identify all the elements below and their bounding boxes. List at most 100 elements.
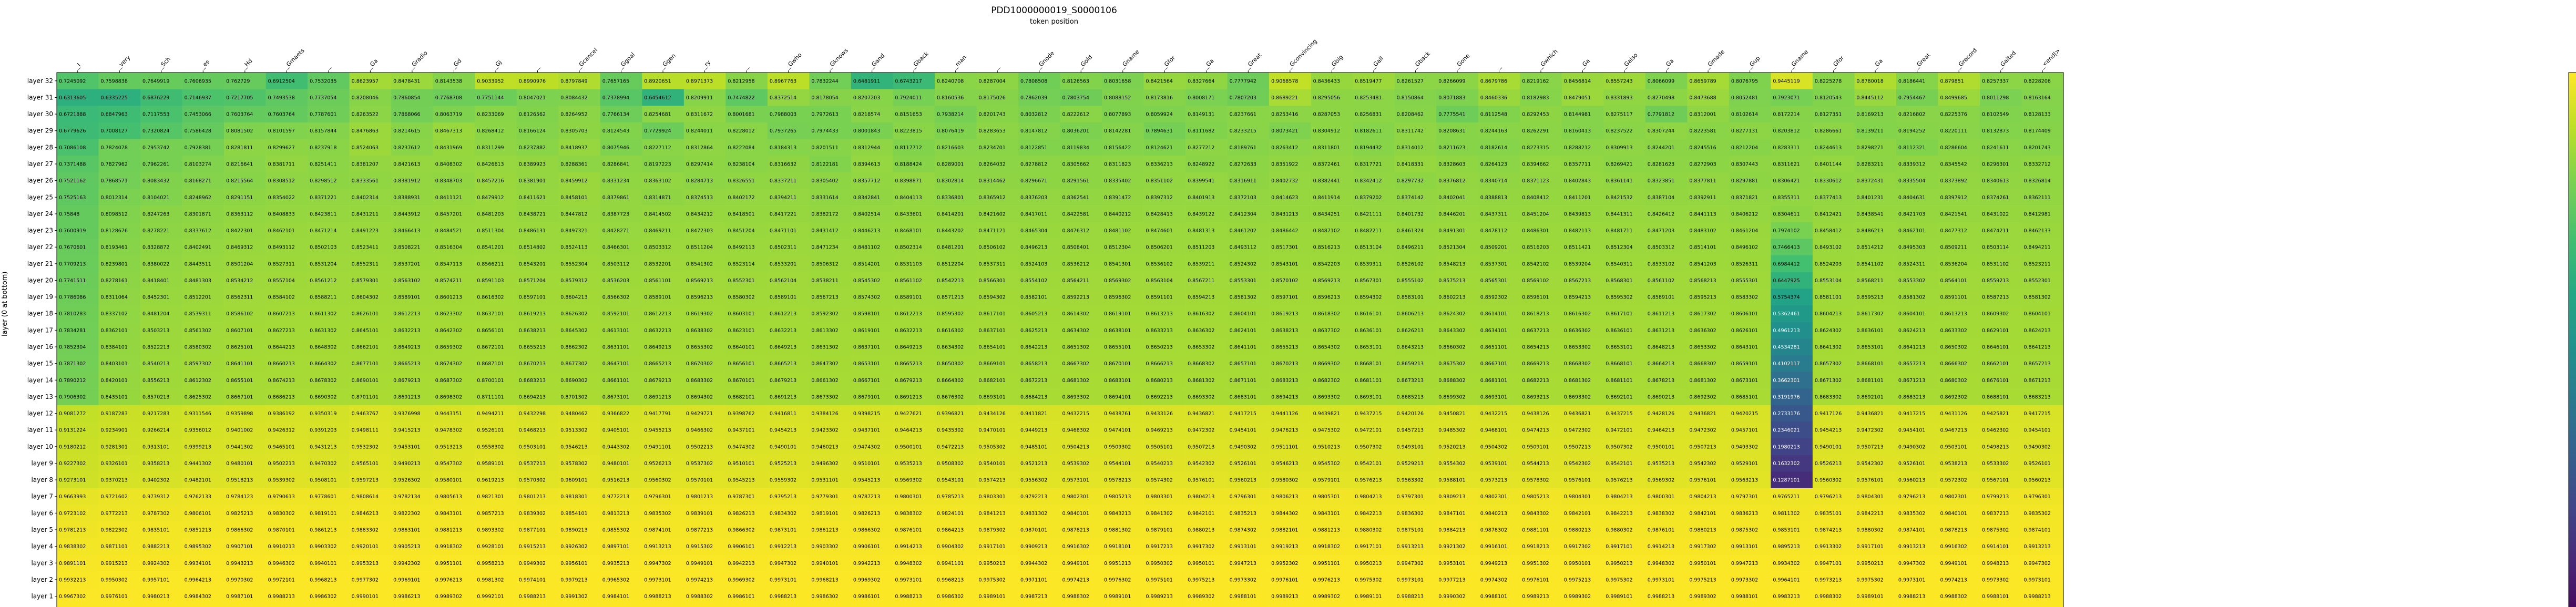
heatmap-cell — [57, 305, 99, 322]
heatmap-cell — [893, 89, 935, 106]
heatmap-cell — [725, 156, 768, 173]
heatmap-cell — [642, 322, 684, 339]
heatmap-cell-value: 0.9870101 — [1020, 528, 1047, 533]
heatmap-cell-value: 0.9988213 — [644, 594, 671, 600]
heatmap-cell-value: 0.9950213 — [1355, 561, 1382, 567]
heatmap-cell-value: 0.7532035 — [310, 78, 336, 84]
heatmap-cell-value: 0.8553301 — [1230, 278, 1256, 284]
heatmap-cell-value: 0.8495303 — [1898, 245, 1925, 251]
heatmap-cell-value: 0.9836213 — [1731, 511, 1758, 517]
heatmap-cell-value: 0.8509211 — [1940, 245, 1967, 251]
heatmap-cell-value: 0.9895213 — [1773, 544, 1800, 550]
heatmap-cell-value: 0.9913213 — [1397, 544, 1424, 550]
heatmap-cell — [1729, 73, 1771, 89]
heatmap-cell — [976, 139, 1019, 156]
heatmap-cell-value: 0.8182614 — [1480, 145, 1507, 151]
heatmap-cell-value: 0.8591101 — [1940, 295, 1967, 301]
heatmap-cell-value: 0.9973213 — [1815, 577, 1842, 583]
heatmap-cell-value: 0.8668101 — [1606, 361, 1632, 367]
heatmap-cell-value: 0.8371221 — [310, 195, 336, 201]
heatmap-cell — [1603, 272, 1646, 289]
x-tick-label: _Gradio — [408, 49, 429, 70]
heatmap-cell — [516, 255, 559, 272]
heatmap-cell — [98, 122, 141, 139]
heatmap-cell — [516, 222, 559, 239]
heatmap-cell-value: 0.7371488 — [59, 162, 86, 168]
heatmap-cell-value: 0.8562104 — [770, 278, 796, 284]
heatmap-cell-value: 0.8328603 — [1438, 162, 1465, 168]
heatmap-cell-value: 0.8632213 — [393, 328, 420, 334]
x-tick-label: _Gfor — [1829, 54, 1846, 70]
heatmap-cell — [976, 272, 1019, 289]
heatmap-cell-value: 0.9502213 — [268, 461, 295, 467]
heatmap-cell — [1143, 322, 1186, 339]
x-tick-label: _Gj — [492, 59, 503, 70]
heatmap-cell-value: 0.8371821 — [1731, 195, 1758, 201]
heatmap-cell-value: 0.9538213 — [1940, 461, 1967, 467]
heatmap-cell-value: 0.9861213 — [310, 528, 336, 533]
heatmap-cell-value: 0.9399213 — [185, 444, 211, 450]
heatmap-cell-value: 0.9350319 — [310, 411, 336, 417]
heatmap-cell — [1102, 305, 1144, 322]
heatmap-cell-value: 0.8679213 — [644, 378, 671, 384]
heatmap-cell — [1102, 73, 1144, 89]
heatmap-cell-value: 0.9916101 — [1480, 544, 1507, 550]
heatmap-cell-value: 0.8693302 — [1062, 394, 1089, 400]
heatmap-cell-value: 0.9964101 — [1773, 577, 1800, 583]
x-tick-label: _Gnode — [1035, 49, 1056, 70]
heatmap-cell — [1938, 604, 1980, 607]
heatmap-cell — [1478, 272, 1520, 289]
heatmap-cell — [851, 322, 893, 339]
heatmap-cell-value: 0.8331614 — [811, 195, 838, 201]
heatmap-cell — [308, 106, 350, 123]
heatmap-cell-value: 0.8668302 — [1564, 361, 1591, 367]
heatmap-cell-value: 0.7086108 — [59, 145, 86, 151]
heatmap-cell — [1603, 239, 1646, 256]
heatmap-cell — [1771, 122, 1813, 139]
heatmap-cell — [934, 289, 977, 306]
heatmap-cell — [1854, 73, 1897, 89]
heatmap-cell-value: 0.8345542 — [1940, 162, 1967, 168]
heatmap-cell — [934, 255, 977, 272]
heatmap-cell — [1520, 272, 1562, 289]
heatmap-cell-value: 0.8690101 — [352, 378, 379, 384]
heatmap-cell-value: 0.8008171 — [1188, 95, 1214, 101]
heatmap-cell-value: 0.8503312 — [644, 245, 671, 251]
heatmap-cell-value: 0.9880213 — [1564, 528, 1591, 533]
heatmap-cell-value: 0.8694101 — [1104, 394, 1131, 400]
heatmap-cell — [809, 189, 852, 206]
heatmap-cell-value: 0.9420215 — [1731, 411, 1758, 417]
heatmap-cell — [767, 172, 810, 189]
heatmap-cell — [1269, 156, 1311, 173]
heatmap-cell-value: 0.9989101 — [1355, 594, 1382, 600]
heatmap-cell-value: 0.9579101 — [1313, 478, 1340, 483]
heatmap-cell — [1771, 222, 1813, 239]
heatmap-cell-value: 0.8582101 — [1020, 295, 1047, 301]
heatmap-cell-value: 0.9974213 — [686, 577, 713, 583]
heatmap-cell-value: 0.8428271 — [602, 228, 629, 234]
heatmap-cell-value: 0.7803754 — [1062, 95, 1089, 101]
heatmap-cell — [1478, 222, 1520, 239]
heatmap-cell-value: 0.9490101 — [770, 444, 796, 450]
heatmap-cell-value: 0.9533302 — [1982, 461, 2009, 467]
heatmap-cell — [2021, 604, 2064, 607]
heatmap-cell-value: 0.8662101 — [352, 345, 379, 351]
heatmap-cell-value: 0.7860854 — [393, 95, 420, 101]
heatmap-cell — [391, 239, 433, 256]
heatmap-cell-value: 0.8127351 — [1815, 112, 1842, 118]
heatmap-cell-value: 0.9518213 — [226, 478, 253, 483]
heatmap-cell-value: 0.8311621 — [1773, 162, 1800, 168]
heatmap-cell — [516, 156, 559, 173]
heatmap-cell-value: 0.8335504 — [1898, 178, 1925, 184]
heatmap-cell-value: 0.9529213 — [1397, 461, 1424, 467]
heatmap-cell — [1436, 205, 1479, 223]
heatmap-cell — [1896, 322, 1938, 339]
heatmap-cell-value: 0.9974213 — [1062, 577, 1089, 583]
heatmap-cell-value: 0.9988213 — [2023, 594, 2050, 600]
heatmap-cell-value: 0.9989213 — [1271, 594, 1298, 600]
heatmap-cell-value: 0.8211623 — [1438, 145, 1465, 151]
heatmap-cell — [1478, 239, 1520, 256]
heatmap-cell-value: 0.9800301 — [895, 494, 922, 500]
heatmap-cell-value: 0.8537311 — [978, 261, 1005, 267]
y-tick-label: layer 18 — [27, 310, 53, 317]
